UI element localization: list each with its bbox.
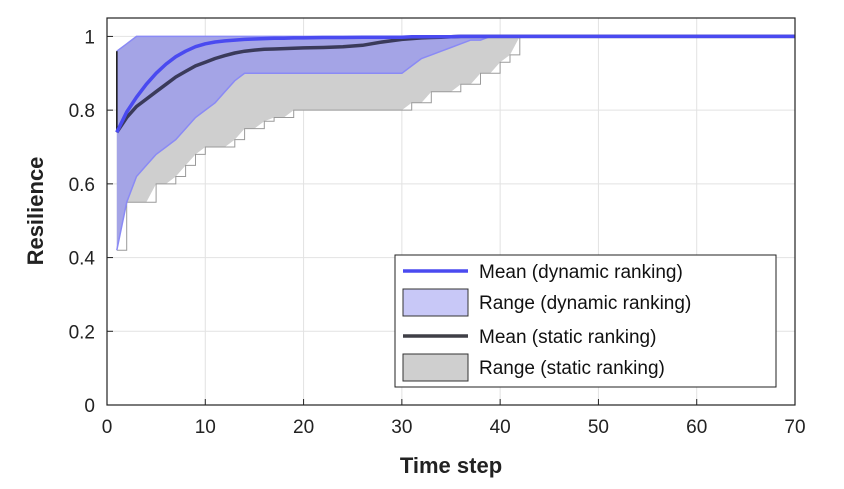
plot-frame (106, 17, 796, 406)
x-tick-label: 40 (490, 417, 511, 438)
x-tick-label: 10 (195, 417, 216, 438)
x-tick-label: 0 (102, 417, 113, 438)
y-tick-label: 0.2 (69, 322, 95, 343)
x-tick-label: 60 (686, 417, 707, 438)
legend: Mean (dynamic ranking) Range (dynamic ra… (394, 254, 777, 388)
x-tick-label: 20 (293, 417, 314, 438)
y-tick-label: 0 (84, 396, 95, 417)
dynamic-mean-line (115, 34, 795, 134)
legend-label-static-mean: Mean (static ranking) (479, 327, 656, 348)
x-tick-label: 50 (588, 417, 609, 438)
y-tick-label: 1 (84, 27, 95, 48)
y-axis-title: Resilience (23, 157, 48, 266)
static-range-lower-edge (116, 35, 795, 251)
y-tick-label: 0.6 (69, 175, 95, 196)
dynamic-range-band (116, 36, 796, 251)
legend-label-static-range: Range (static ranking) (479, 358, 665, 379)
y-tick-label: 0.8 (69, 101, 95, 122)
static-range-band (116, 36, 796, 251)
x-axis-title: Time step (400, 453, 502, 478)
axis-ticks: 0 10 20 30 40 50 60 70 0 0.2 0.4 0.6 0.8 1 (69, 27, 806, 438)
y-tick-label: 0.4 (69, 249, 96, 270)
legend-label-dynamic-range: Range (dynamic ranking) (479, 293, 691, 314)
legend-swatch-static-range (402, 353, 469, 382)
legend-label-dynamic-mean: Mean (dynamic ranking) (479, 262, 683, 283)
x-tick-label: 70 (784, 417, 805, 438)
series-layer (115, 34, 796, 251)
legend-swatch-dynamic-range (402, 288, 469, 317)
x-tick-label: 30 (391, 417, 412, 438)
